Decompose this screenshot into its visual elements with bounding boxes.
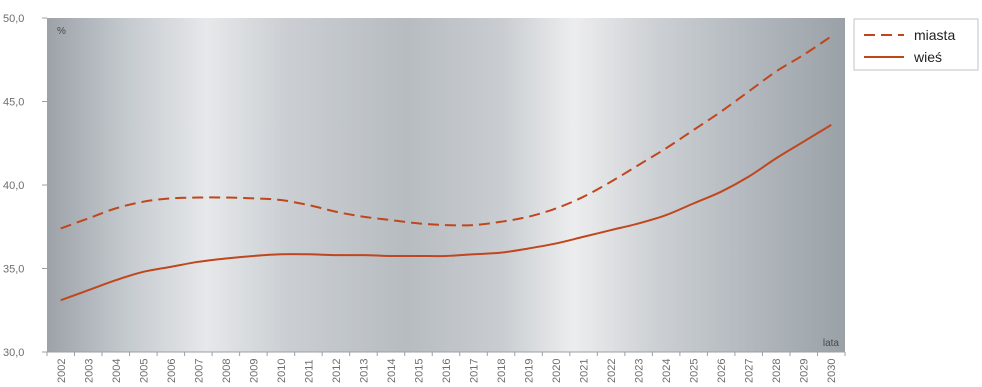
legend-box <box>853 18 979 71</box>
x-unit-label: lata <box>823 338 840 349</box>
x-tick-label: 2009 <box>248 359 260 383</box>
series-line-0 <box>60 35 832 230</box>
x-tick-label: 2020 <box>551 359 563 383</box>
series-line-1 <box>60 124 832 302</box>
x-tick-label: 2028 <box>771 359 783 383</box>
x-tick-label: 2030 <box>826 359 838 383</box>
x-tick-label: 2026 <box>716 359 728 383</box>
y-axis: 30,0 35,0 40,0 45,0 50,0 <box>3 13 47 359</box>
y-tick-label: 40,0 <box>3 180 24 192</box>
legend-label-0: miasta <box>914 27 955 43</box>
x-tick-label: 2003 <box>83 359 95 383</box>
x-tick-label: 2012 <box>331 359 343 383</box>
x-tick-label: 2006 <box>166 359 178 383</box>
x-tick-label: 2019 <box>524 359 536 383</box>
x-tick-label: 2029 <box>799 359 811 383</box>
x-tick-label: 2015 <box>413 359 425 383</box>
y-tick-label: 30,0 <box>3 347 24 359</box>
plot-area: % lata <box>47 18 845 352</box>
x-tick-label: 2021 <box>579 359 591 383</box>
plot-background <box>47 18 845 352</box>
x-axis: 2002 2003 2004 2005 2006 2007 2008 2009 2010 2011… <box>46 351 846 383</box>
x-tick-label: 2016 <box>441 359 453 383</box>
x-tick-label: 2008 <box>221 359 233 383</box>
legend-label-1: wieś <box>913 49 942 65</box>
x-tick-label: 2025 <box>689 359 701 383</box>
x-tick-label: 2018 <box>496 359 508 383</box>
x-tick-label: 2007 <box>193 359 205 383</box>
x-tick-label: 2017 <box>469 359 481 383</box>
y-unit-label: % <box>57 26 66 37</box>
x-tick-label: 2014 <box>386 359 398 383</box>
x-tick-label: 2011 <box>303 359 315 383</box>
y-tick-label: 45,0 <box>3 97 24 109</box>
x-tick-label: 2002 <box>56 359 68 383</box>
x-tick-label: 2027 <box>744 359 756 383</box>
y-tick-label: 50,0 <box>3 13 24 25</box>
x-tick-label: 2023 <box>634 359 646 383</box>
x-tick-label: 2005 <box>138 359 150 383</box>
series-lines <box>60 35 832 302</box>
x-tick-label: 2013 <box>358 359 370 383</box>
x-tick-label: 2022 <box>606 359 618 383</box>
x-tick-label: 2004 <box>111 359 123 383</box>
legend: miasta wieś <box>853 18 979 71</box>
x-tick-label: 2010 <box>276 359 288 383</box>
x-tick-label: 2024 <box>661 359 673 383</box>
y-tick-label: 35,0 <box>3 264 24 276</box>
